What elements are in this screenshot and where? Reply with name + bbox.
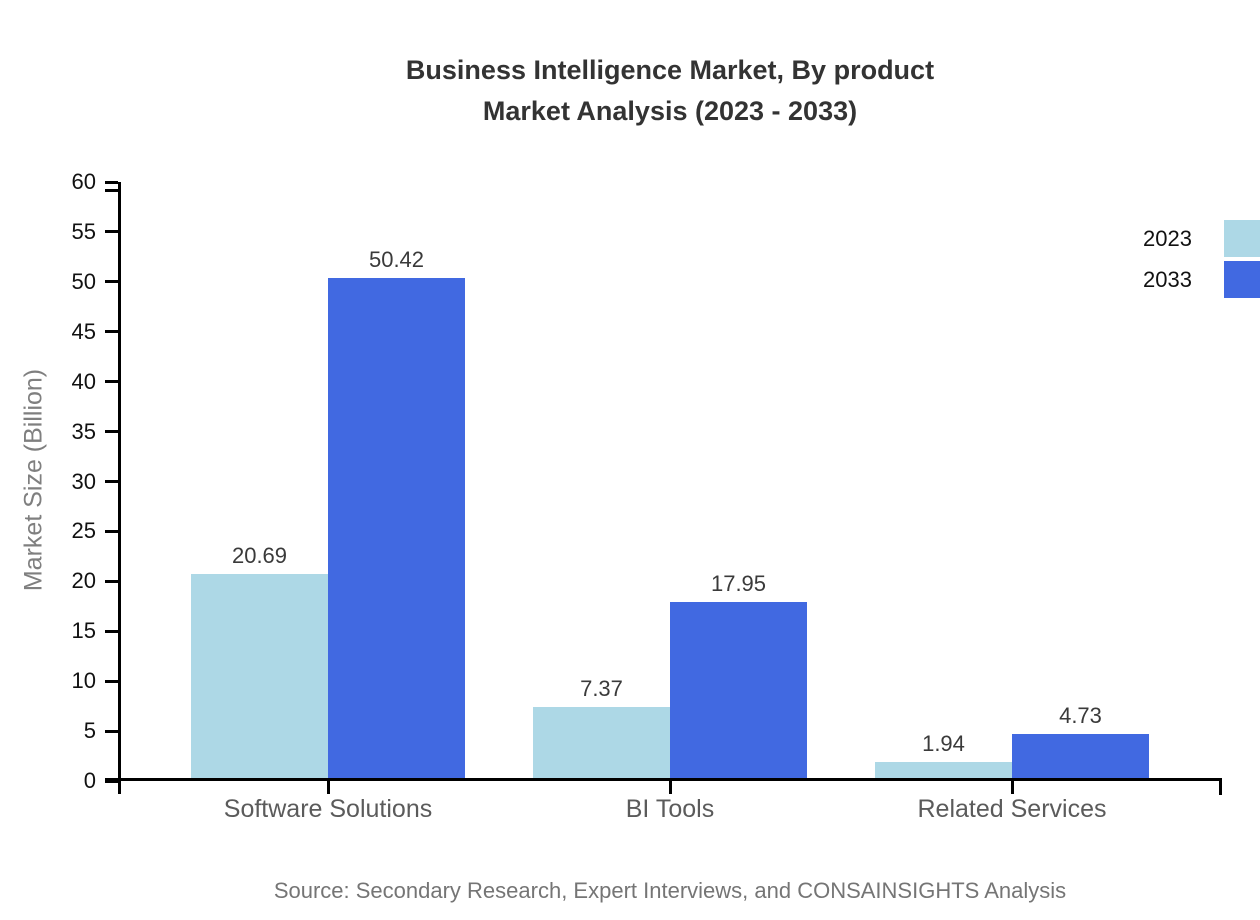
y-tick-20 xyxy=(105,579,118,583)
source-note: Source: Secondary Research, Expert Inter… xyxy=(273,878,1067,903)
y-tick-label-45: 45 xyxy=(71,318,96,344)
value-label-2033-BI Tools: 17.95 xyxy=(710,570,767,596)
y-tick-label-20: 20 xyxy=(71,568,96,594)
chart-title: Business Intelligence Market, By product… xyxy=(405,55,935,126)
x-tick-2 xyxy=(1010,781,1014,794)
plot-area: 0 5 10 15 20 25 30 35 40 45 50 55 60 20.69 50.42 Softw… xyxy=(72,169,1222,823)
category-label-2: Related Services xyxy=(917,795,1107,823)
bar-2023-BI Tools: 7.37 xyxy=(533,676,670,781)
bar-group-1: 7.37 17.95 BI Tools xyxy=(533,182,807,823)
legend-label-2023: 2023 xyxy=(1143,225,1192,251)
bar-2033-Software Solutions: 50.42 xyxy=(328,247,465,781)
bar-group-0: 20.69 50.42 Software Solutions xyxy=(191,182,465,823)
y-tick-40 xyxy=(105,380,118,384)
y-tick-10 xyxy=(105,679,118,683)
y-tick-label-35: 35 xyxy=(71,418,96,444)
legend-item-2033: 2033 xyxy=(1143,260,1260,299)
y-tick-5 xyxy=(105,729,118,733)
y-tick-60 xyxy=(105,180,118,184)
y-tick-35 xyxy=(105,430,118,434)
y-axis-line xyxy=(118,182,121,794)
y-tick-label-0: 0 xyxy=(83,768,96,793)
y-tick-30 xyxy=(105,480,118,483)
bar-group-2: 1.94 4.73 Related Services xyxy=(875,182,1149,823)
y-axis-top-tick xyxy=(105,189,118,192)
y-tick-50 xyxy=(105,280,118,284)
value-label-2023-BI Tools: 7.37 xyxy=(580,676,623,702)
y-tick-label-30: 30 xyxy=(71,468,96,494)
y-tick-label-25: 25 xyxy=(71,518,96,544)
value-label-2023-Related Services: 1.94 xyxy=(922,730,965,756)
y-tick-label-40: 40 xyxy=(71,368,96,394)
category-label-0: Software Solutions xyxy=(223,795,433,823)
value-label-2033-Software Solutions: 50.42 xyxy=(368,246,425,272)
y-tick-55 xyxy=(105,230,118,234)
y-tick-label-5: 5 xyxy=(83,718,96,744)
legend-swatch-2023 xyxy=(1224,220,1260,257)
value-label-2033-Related Services: 4.73 xyxy=(1059,702,1102,728)
y-tick-0 xyxy=(105,779,118,783)
legend-label-2033: 2033 xyxy=(1143,266,1192,292)
x-axis-end-tick xyxy=(1219,781,1222,795)
y-tick-label-60: 60 xyxy=(71,169,96,194)
y-tick-label-15: 15 xyxy=(71,618,96,644)
legend-swatch-2033 xyxy=(1224,261,1260,298)
x-axis-line xyxy=(105,778,1222,781)
bar-2023-Related Services: 1.94 xyxy=(875,731,1012,781)
legend-item-2023: 2023 xyxy=(1143,219,1260,258)
bar-2023-Software Solutions: 20.69 xyxy=(191,543,328,781)
y-tick-45 xyxy=(105,330,118,334)
category-label-1: BI Tools xyxy=(625,795,715,823)
y-tick-label-55: 55 xyxy=(71,218,96,244)
y-tick-25 xyxy=(105,529,118,533)
x-tick-1 xyxy=(668,781,672,794)
y-tick-label-10: 10 xyxy=(71,668,96,694)
y-tick-label-50: 50 xyxy=(71,268,96,294)
legend: 2023 2033 xyxy=(1143,219,1260,301)
y-tick-15 xyxy=(105,629,118,633)
value-label-2023-Software Solutions: 20.69 xyxy=(231,543,288,569)
x-tick-0 xyxy=(326,781,330,794)
bar-2033-Related Services: 4.73 xyxy=(1012,703,1149,781)
bar-2033-BI Tools: 17.95 xyxy=(670,571,807,781)
bar-groups: 20.69 50.42 Software Solutions 7.37 17.95 BI … xyxy=(118,182,1222,823)
